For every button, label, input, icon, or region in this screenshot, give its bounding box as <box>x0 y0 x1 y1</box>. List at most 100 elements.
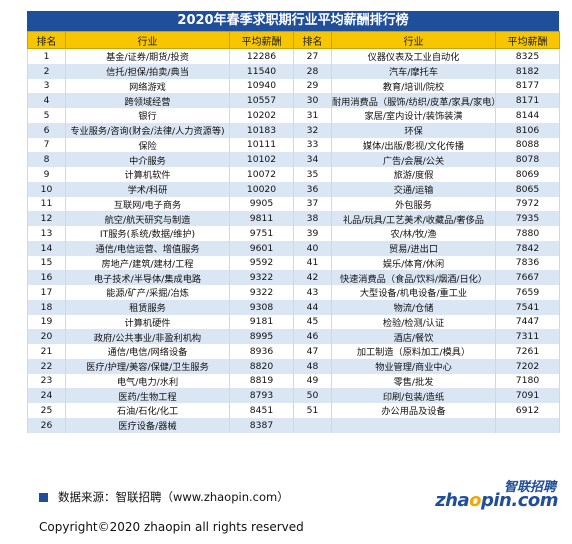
industry-cell: 计算机硬件 <box>65 314 230 330</box>
industry-cell: 礼品/玩具/工艺美术/收藏品/奢侈品 <box>331 211 496 226</box>
salary-cell: 9322 <box>229 285 294 300</box>
industry-cell: 交通/运输 <box>331 181 496 197</box>
salary-cell: 8106 <box>495 122 560 138</box>
industry-cell: 印刷/包装/造纸 <box>331 388 496 403</box>
industry-cell: 通信/电信运营、增值服务 <box>65 240 230 256</box>
rank-cell: 7 <box>27 137 66 153</box>
industry-cell: 专业服务/咨询(财会/法律/人力资源等) <box>65 122 230 138</box>
salary-cell: 12286 <box>229 48 294 64</box>
salary-cell: 8171 <box>495 93 560 108</box>
industry-cell: 广告/会展/公关 <box>331 152 496 167</box>
salary-cell: 7659 <box>495 285 560 300</box>
rank-cell <box>293 417 332 433</box>
industry-cell: 计算机软件 <box>65 167 230 182</box>
industry-cell: 基金/证券/期货/投资 <box>65 48 230 64</box>
industry-cell: 网络游戏 <box>65 78 230 94</box>
industry-cell: 医药/生物工程 <box>65 388 230 403</box>
salary-cell: 8065 <box>495 181 560 197</box>
industry-cell: 外包服务 <box>331 196 496 212</box>
salary-cell: 9811 <box>229 211 294 226</box>
table-row: 7 保险 10111 33 媒体/出版/影视/文化传播 8088 <box>27 137 560 153</box>
zhaopin-logo: 智联招聘 zhaopin.com <box>435 476 560 514</box>
industry-cell <box>331 417 496 433</box>
industry-cell: 娱乐/体育/休闲 <box>331 255 496 271</box>
salary-cell: 8088 <box>495 137 560 153</box>
salary-cell: 9181 <box>229 314 294 330</box>
salary-cell: 9751 <box>229 226 294 241</box>
salary-cell: 7935 <box>495 211 560 226</box>
rank-cell: 42 <box>293 270 332 285</box>
rank-cell: 17 <box>27 285 66 300</box>
rank-cell: 18 <box>27 299 66 315</box>
industry-cell: 汽车/摩托车 <box>331 63 496 79</box>
table-row: 15 房地产/建筑/建材/工程 9592 41 娱乐/体育/休闲 7836 <box>27 255 560 271</box>
table-row: 12 航空/航天研究与制造 9811 38 礼品/玩具/工艺美术/收藏品/奢侈品 7935 <box>27 211 560 226</box>
industry-cell: 耐用消费品（服饰/纺织/皮革/家具/家电） <box>331 93 496 108</box>
copyright-text: Copyright©2020 zhaopin all rights reserv… <box>39 520 304 534</box>
salary-cell: 6912 <box>495 403 560 418</box>
salary-cell: 7311 <box>495 329 560 344</box>
industry-cell: 家居/室内设计/装饰装潢 <box>331 108 496 123</box>
salary-cell <box>495 417 560 433</box>
industry-cell: 零售/批发 <box>331 373 496 389</box>
header-salary-left: 平均薪酬 <box>229 31 294 49</box>
rank-cell: 8 <box>27 152 66 167</box>
table-row: 3 网络游戏 10940 29 教育/培训/院校 8177 <box>27 78 560 94</box>
rank-cell: 41 <box>293 255 332 271</box>
rank-cell: 13 <box>27 226 66 241</box>
table-row: 8 中介服务 10102 34 广告/会展/公关 8078 <box>27 152 560 167</box>
salary-cell: 8451 <box>229 403 294 418</box>
industry-cell: 农/林/牧/渔 <box>331 226 496 241</box>
salary-cell: 7202 <box>495 358 560 374</box>
table-row: 2 信托/担保/拍卖/典当 11540 28 汽车/摩托车 8182 <box>27 63 560 79</box>
table-row: 6 专业服务/咨询(财会/法律/人力资源等) 10183 32 环保 8106 <box>27 122 560 138</box>
salary-cell: 10183 <box>229 122 294 138</box>
rank-cell: 39 <box>293 226 332 241</box>
rank-cell: 24 <box>27 388 66 403</box>
industry-cell: 环保 <box>331 122 496 138</box>
logo-cn-text: 智联招聘 <box>503 480 556 495</box>
salary-cell: 7180 <box>495 373 560 389</box>
table-header-row: 排名 行业 平均薪酬 排名 行业 平均薪酬 <box>27 31 560 49</box>
industry-cell: 电子技术/半导体/集成电路 <box>65 270 230 285</box>
salary-cell: 8387 <box>229 417 294 433</box>
salary-cell: 7447 <box>495 314 560 330</box>
industry-cell: 房地产/建筑/建材/工程 <box>65 255 230 271</box>
header-rank-right: 排名 <box>293 31 332 49</box>
salary-cell: 8819 <box>229 373 294 389</box>
industry-cell: 医疗/护理/美容/保健/卫生服务 <box>65 358 230 374</box>
table-row: 11 互联网/电子商务 9905 37 外包服务 7972 <box>27 196 560 212</box>
rank-cell: 3 <box>27 78 66 94</box>
logo-en-text: zhaopin.com <box>435 490 558 511</box>
header-salary-right: 平均薪酬 <box>495 31 560 49</box>
table-row: 9 计算机软件 10072 35 旅游/度假 8069 <box>27 167 560 182</box>
salary-cell: 9308 <box>229 299 294 315</box>
rank-cell: 14 <box>27 240 66 256</box>
salary-cell: 10111 <box>229 137 294 153</box>
industry-cell: 检验/检测/认证 <box>331 314 496 330</box>
industry-cell: 石油/石化/化工 <box>65 403 230 418</box>
salary-cell: 7541 <box>495 299 560 315</box>
table-row: 10 学术/科研 10020 36 交通/运输 8065 <box>27 181 560 197</box>
table-row: 25 石油/石化/化工 8451 51 办公用品及设备 6912 <box>27 403 560 418</box>
industry-cell: 租赁服务 <box>65 299 230 315</box>
rank-cell: 49 <box>293 373 332 389</box>
industry-cell: 旅游/度假 <box>331 167 496 182</box>
industry-cell: 中介服务 <box>65 152 230 167</box>
industry-cell: 政府/公共事业/非盈利机构 <box>65 329 230 344</box>
rank-cell: 11 <box>27 196 66 212</box>
table-row: 21 通信/电信/网络设备 8936 47 加工制造（原料加工/模具） 7261 <box>27 344 560 359</box>
rank-cell: 40 <box>293 240 332 256</box>
table-row: 4 跨领域经营 10557 30 耐用消费品（服饰/纺织/皮革/家具/家电） 8171 <box>27 93 560 108</box>
salary-cell: 10202 <box>229 108 294 123</box>
rank-cell: 29 <box>293 78 332 94</box>
salary-cell: 8069 <box>495 167 560 182</box>
industry-cell: 媒体/出版/影视/文化传播 <box>331 137 496 153</box>
salary-cell: 10102 <box>229 152 294 167</box>
table-row: 18 租赁服务 9308 44 物流/仓储 7541 <box>27 299 560 315</box>
industry-cell: 物流/仓储 <box>331 299 496 315</box>
rank-cell: 1 <box>27 48 66 64</box>
salary-cell: 8820 <box>229 358 294 374</box>
rank-cell: 25 <box>27 403 66 418</box>
rank-cell: 32 <box>293 122 332 138</box>
